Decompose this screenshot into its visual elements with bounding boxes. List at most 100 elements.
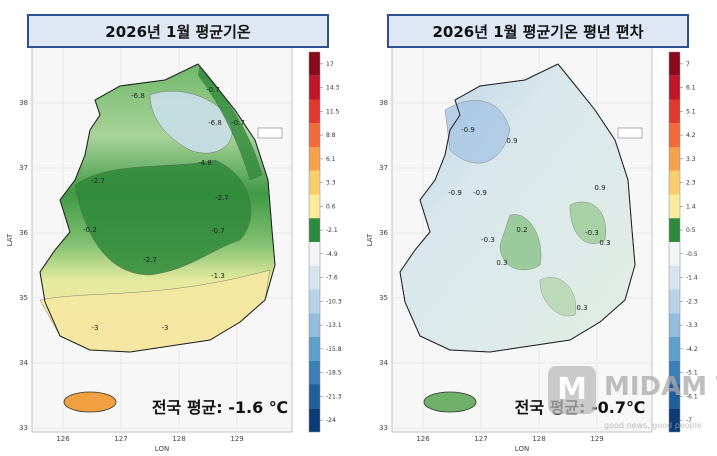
panel-title: 2026년 1월 평균기온 평년 편차 <box>432 23 643 41</box>
colorbar-block <box>669 170 680 195</box>
colorbar-label: 0.5 <box>686 227 696 234</box>
colorbar-block <box>309 170 320 195</box>
contour-region <box>539 277 576 317</box>
colorbar-label: 0.6 <box>326 203 336 210</box>
title-box <box>27 14 329 48</box>
colorbar-label: -4.2 <box>686 346 698 353</box>
colorbar-label: 3.3 <box>326 180 336 187</box>
colorbar-label: 3.3 <box>686 156 696 163</box>
watermark-slogan: good news, good people <box>604 421 702 430</box>
y-tick-label: 37 <box>19 164 28 172</box>
x-tick-label: 127 <box>474 435 487 443</box>
border <box>399 63 636 353</box>
colorbar-block <box>309 194 320 219</box>
colorbar-block <box>669 289 680 314</box>
colorbar-block <box>669 313 680 337</box>
colorbar-label: 2.3 <box>686 180 696 187</box>
colorbar-label: 4.2 <box>686 132 696 139</box>
colorbar-label: 11.5 <box>326 108 340 115</box>
colorbar-block <box>309 313 320 337</box>
border <box>39 63 276 353</box>
x-tick-label: 129 <box>590 435 603 443</box>
colorbar-label: -18.5 <box>326 370 342 377</box>
colorbar-block <box>669 408 680 432</box>
watermark-logo-letter: M <box>557 372 587 407</box>
y-tick-label: 35 <box>19 294 28 302</box>
colorbar-block <box>309 337 320 361</box>
colorbar-block <box>669 194 680 219</box>
colorbar-block <box>669 123 680 147</box>
contour-label: -0.7 <box>231 119 245 127</box>
contour-label: -2.7 <box>91 177 105 185</box>
contour-label: 0.3 <box>496 259 507 267</box>
colorbar-label: 6.1 <box>326 156 336 163</box>
colorbar-block <box>309 360 320 385</box>
colorbar-label: -6.1 <box>686 393 698 400</box>
colorbar-label: -15.8 <box>326 346 342 353</box>
watermark-text: MIDAM TIMES <box>604 372 717 402</box>
colorbar-label: -13.1 <box>326 322 342 329</box>
colorbar-block <box>669 360 680 385</box>
colorbar-label: -4.9 <box>326 251 338 258</box>
colorbar-block <box>309 99 320 124</box>
y-tick-label: 35 <box>379 294 388 302</box>
y-tick-label: 38 <box>19 99 28 107</box>
colorbar-label: 14.3 <box>326 85 340 92</box>
colorbar-block <box>669 337 680 361</box>
colorbar-block <box>669 52 680 76</box>
y-tick-label: 33 <box>19 424 28 432</box>
national-average: 전국 평균: -1.6 ℃ <box>152 398 288 417</box>
colorbar-label: -21.3 <box>326 393 342 400</box>
x-tick-label: 126 <box>416 435 430 443</box>
colorbar-frame <box>308 51 321 433</box>
colorbar-label: -3.3 <box>686 322 698 329</box>
contour-label: -3 <box>92 324 99 332</box>
contour-label: 0.9 <box>594 184 605 192</box>
contour-label: 0.3 <box>599 239 610 247</box>
colorbar-block <box>669 242 680 266</box>
contour-label: -1.3 <box>211 272 225 280</box>
panel-title: 2026년 1월 평균기온 <box>105 23 251 41</box>
y-axis-label: LAT <box>6 233 14 246</box>
colorbar-block <box>309 242 320 266</box>
y-tick-label: 37 <box>379 164 388 172</box>
colorbar-label: -2.3 <box>686 298 698 305</box>
colorbar-block <box>669 218 680 242</box>
colorbar-block <box>309 147 320 171</box>
watermark: M MIDAM TIMES good news, good people <box>548 366 717 430</box>
x-tick-label: 128 <box>532 435 545 443</box>
contour-label: -6.8 <box>208 119 222 127</box>
x-axis-label: LON <box>515 445 529 453</box>
colorbar-label: 17 <box>326 61 334 68</box>
contour-label: -0.7 <box>211 227 225 235</box>
colorbar-block <box>309 75 320 100</box>
x-axis-label: LON <box>155 445 169 453</box>
y-tick-label: 38 <box>379 99 388 107</box>
contour-label: -0.3 <box>481 236 495 244</box>
colorbar-block <box>309 408 320 432</box>
colorbar-block <box>669 99 680 124</box>
colorbar-frame <box>668 51 681 433</box>
y-tick-label: 36 <box>379 229 388 237</box>
contour-label: -2.7 <box>143 256 157 264</box>
contour-region <box>444 100 511 164</box>
colorbar-label: 7 <box>686 61 690 68</box>
y-tick-label: 34 <box>19 359 28 367</box>
colorbar-label: 8.8 <box>326 132 336 139</box>
colorbar-block <box>309 384 320 409</box>
contour-region <box>74 159 252 276</box>
colorbar-label: -1.4 <box>686 275 698 282</box>
contour-label: -0.2 <box>83 226 97 234</box>
contour-label: -0.9 <box>448 189 462 197</box>
y-tick-label: 36 <box>19 229 28 237</box>
colorbar-block <box>309 265 320 290</box>
colorbar-block <box>309 289 320 314</box>
colorbar-label: -7 <box>686 417 692 424</box>
contour-label: -4.8 <box>198 159 212 167</box>
colorbar-block <box>669 265 680 290</box>
colorbar-label: -24 <box>326 417 336 424</box>
colorbar-block <box>669 384 680 409</box>
watermark-logo <box>548 366 596 414</box>
